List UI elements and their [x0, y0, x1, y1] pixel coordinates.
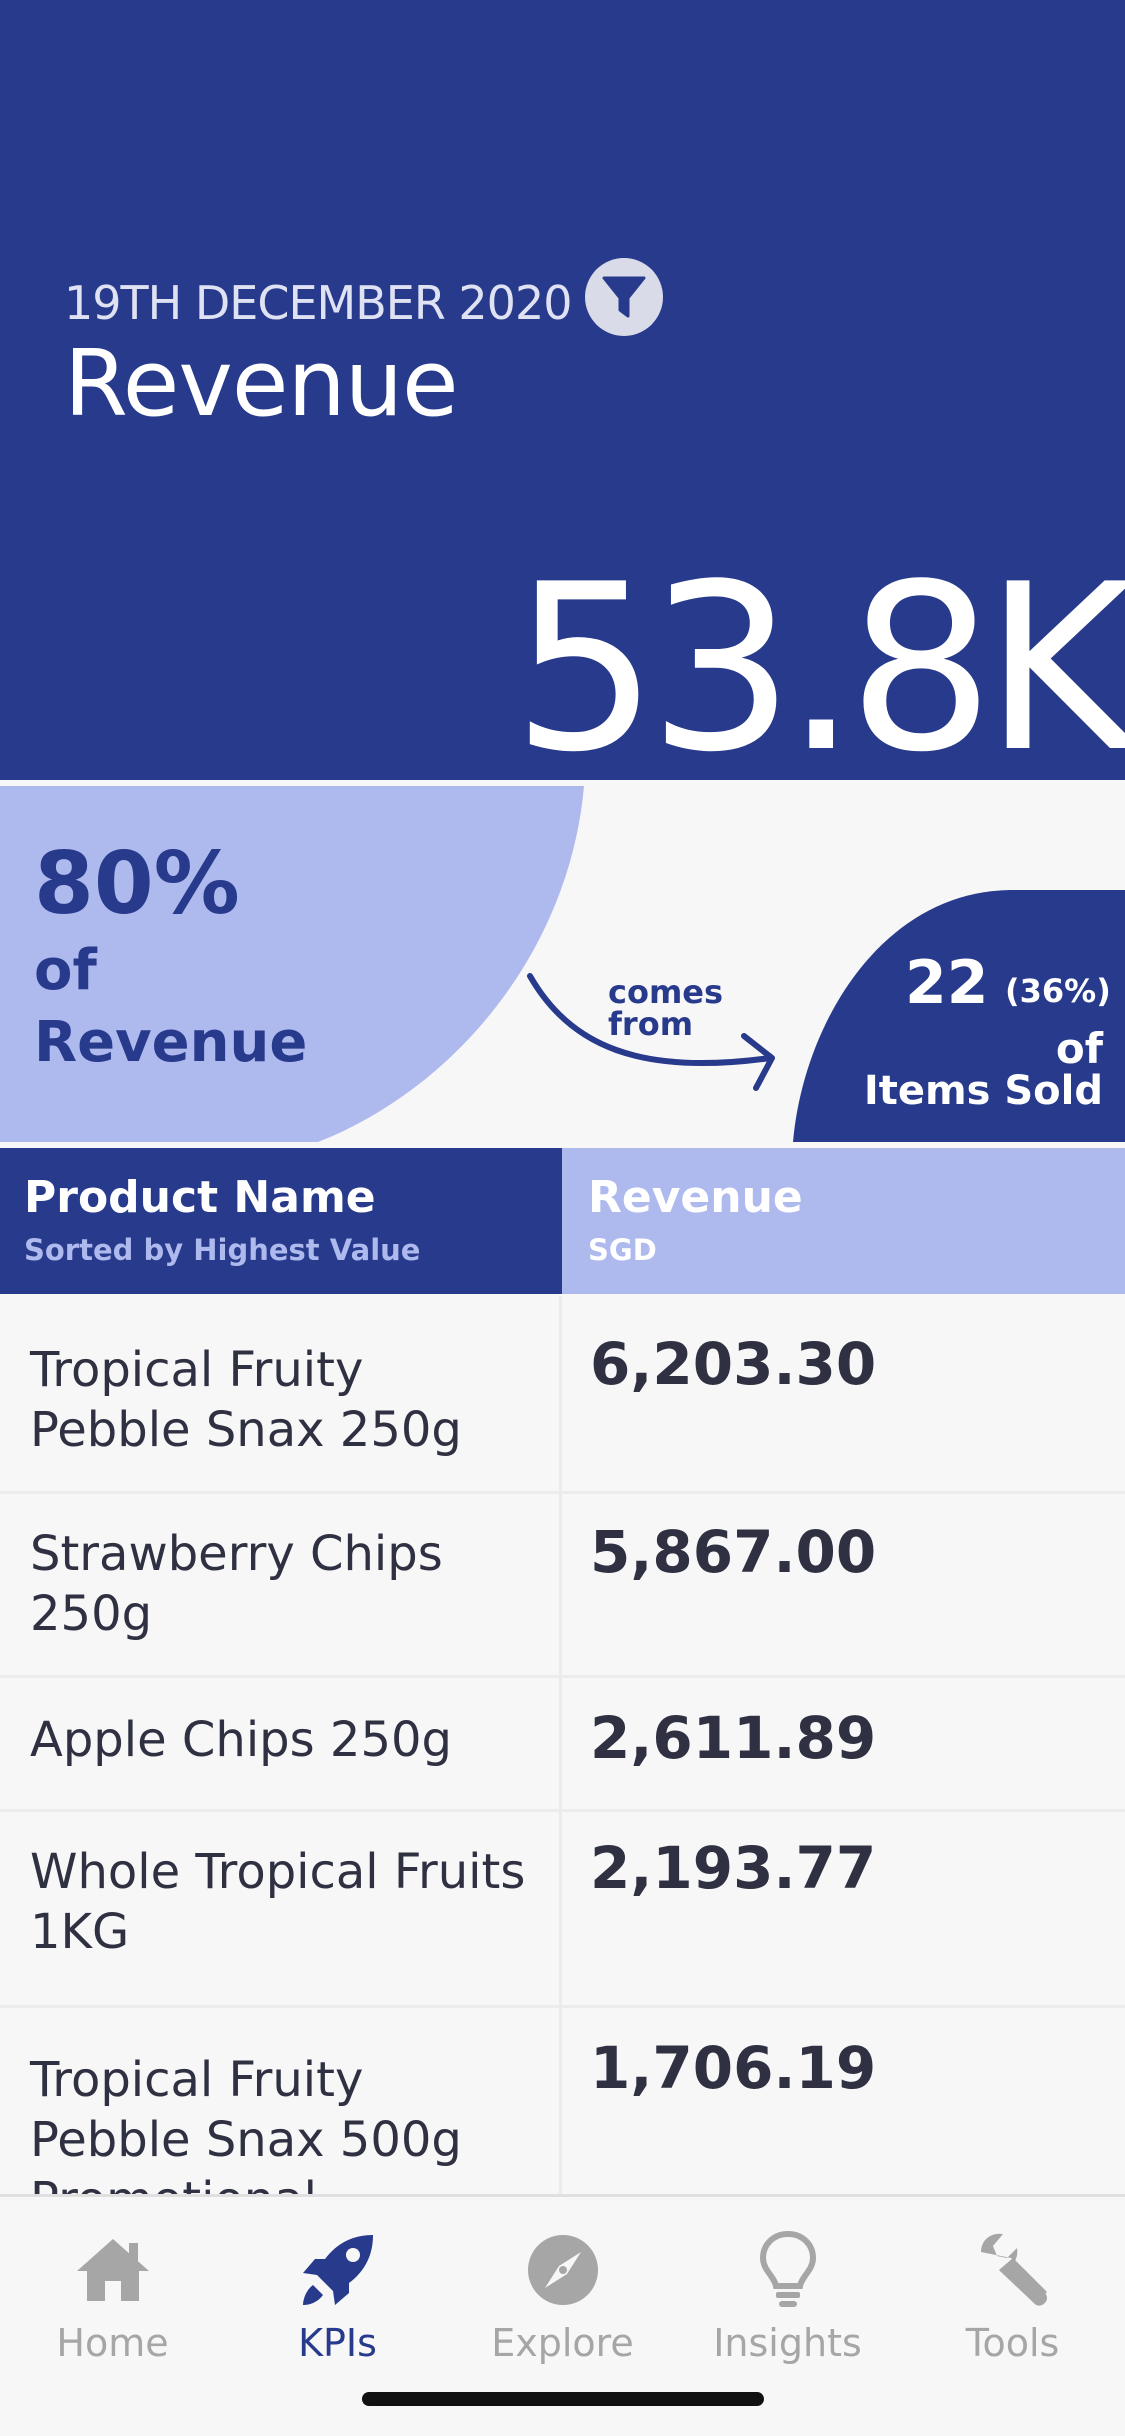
summary-graphic: [0, 786, 1125, 1142]
items-percent: (36%): [1005, 972, 1111, 1010]
nav-label-kpis: KPIs: [298, 2321, 377, 2365]
items-count: 22: [905, 948, 989, 1018]
table-row[interactable]: Strawberry Chips 250g 5,867.00: [0, 1494, 1125, 1678]
wrench-icon: [980, 2233, 1047, 2306]
from-label: from: [608, 1005, 694, 1043]
pareto-summary: 80% of Revenue comes from 22 (36%) of It…: [0, 786, 1125, 1142]
revenue-percent: 80%: [34, 834, 240, 934]
revenue-header-title: Revenue: [588, 1172, 803, 1223]
nav-item-explore[interactable]: Explore: [450, 2227, 675, 2365]
sort-label: Sorted by Highest Value: [24, 1233, 421, 1267]
bottom-nav: Home KPIs Explore: [0, 2194, 1125, 2436]
home-icon: [76, 2239, 149, 2301]
home-indicator[interactable]: [362, 2392, 764, 2406]
revenue-cell: 2,611.89: [590, 1704, 877, 1772]
revenue-cell: 6,203.30: [590, 1330, 877, 1398]
product-name-cell: Strawberry Chips 250g: [0, 1494, 562, 1675]
lightbulb-icon: [759, 2230, 816, 2307]
revenue-cell: 5,867.00: [590, 1518, 877, 1586]
nav-label-explore: Explore: [491, 2321, 634, 2365]
nav-item-insights[interactable]: Insights: [675, 2227, 900, 2365]
comes-from-arrow: [527, 973, 773, 1067]
items-sold-label: Items Sold: [863, 1068, 1103, 1114]
table-row[interactable]: Apple Chips 250g 2,611.89: [0, 1678, 1125, 1812]
filter-button[interactable]: [585, 258, 664, 336]
product-table[interactable]: Tropical Fruity Pebble Snax 250g 6,203.3…: [0, 1296, 1125, 2196]
nav-item-kpis[interactable]: KPIs: [225, 2227, 450, 2365]
nav-item-tools[interactable]: Tools: [900, 2227, 1125, 2365]
page-title: Revenue: [64, 330, 459, 437]
product-name-cell: Whole Tropical Fruits 1KG: [0, 1812, 562, 2005]
comes-from-label: comes from: [608, 976, 723, 1040]
revenue-share-shape: [0, 786, 584, 1142]
nav-label-insights: Insights: [713, 2321, 862, 2365]
table-header: Product Name Sorted by Highest Value Rev…: [0, 1148, 1125, 1294]
table-row[interactable]: Whole Tropical Fruits 1KG 2,193.77: [0, 1812, 1125, 2008]
revenue-cell: 1,706.19: [590, 2034, 877, 2102]
comes-label: comes: [608, 973, 724, 1011]
kpi-header: 19TH DECEMBER 2020 Revenue 53.8K: [0, 0, 1125, 780]
nav-item-home[interactable]: Home: [0, 2227, 225, 2365]
product-name-cell: Tropical Fruity Pebble Snax 250g: [0, 1296, 562, 1491]
revenue-word: Revenue: [34, 1010, 308, 1075]
filter-icon: [602, 276, 646, 318]
product-name-column-header[interactable]: Product Name Sorted by Highest Value: [0, 1148, 562, 1294]
product-name-cell: Tropical Fruity Pebble Snax 500g Promoti…: [0, 2008, 562, 2196]
product-name-header-title: Product Name: [24, 1172, 376, 1223]
nav-label-tools: Tools: [965, 2321, 1060, 2365]
table-row[interactable]: Tropical Fruity Pebble Snax 500g Promoti…: [0, 2008, 1125, 2196]
date-row: 19TH DECEMBER 2020: [64, 258, 664, 336]
currency-label: SGD: [588, 1233, 657, 1267]
items-of-label: of: [1055, 1024, 1103, 1073]
nav-label-home: Home: [56, 2321, 169, 2365]
date-label: 19TH DECEMBER 2020: [64, 276, 572, 330]
rocket-icon: [302, 2235, 373, 2305]
revenue-total: 53.8K: [512, 536, 1125, 781]
items-share-shape: [793, 890, 1125, 1142]
table-row[interactable]: Tropical Fruity Pebble Snax 250g 6,203.3…: [0, 1296, 1125, 1494]
of-label: of: [34, 938, 97, 1003]
compass-icon: [527, 2235, 598, 2305]
revenue-column-header[interactable]: Revenue SGD: [562, 1148, 1125, 1294]
revenue-cell: 2,193.77: [590, 1834, 877, 1902]
product-name-cell: Apple Chips 250g: [0, 1678, 562, 1809]
